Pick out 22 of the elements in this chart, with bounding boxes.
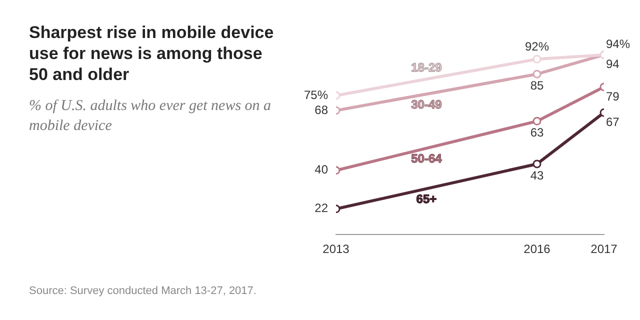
data-label: 75% <box>304 88 328 102</box>
text: Sharpest rise in mobile device use for news is among those 50 and older <box>29 22 274 85</box>
series-label: 18-29 <box>411 60 442 74</box>
data-label: 79 <box>606 89 620 104</box>
series-label: 30-49 <box>411 97 442 112</box>
data-label: 67 <box>606 114 620 129</box>
series-label: 65+ <box>416 192 437 206</box>
data-label: 85 <box>530 78 544 92</box>
series-label: 50-64 <box>411 152 442 166</box>
source-note: Source: Survey conducted March 13-27, 2017. <box>29 285 256 297</box>
data-label: 22 <box>314 201 328 216</box>
data-label: 94% <box>606 37 630 52</box>
x-tick-label: 2017 <box>590 242 618 256</box>
data-label: 92% <box>524 39 550 54</box>
data-label: 63 <box>530 125 544 140</box>
x-tick-label: 2016 <box>524 242 551 256</box>
data-label: 94 <box>606 57 620 72</box>
data-label: 40 <box>314 162 328 177</box>
data-label: 68 <box>314 102 328 117</box>
data-label: 43 <box>530 168 544 182</box>
x-tick-label: 2013 <box>322 242 350 256</box>
text: % of U.S. adults who ever get news on a mobile device <box>29 97 272 136</box>
